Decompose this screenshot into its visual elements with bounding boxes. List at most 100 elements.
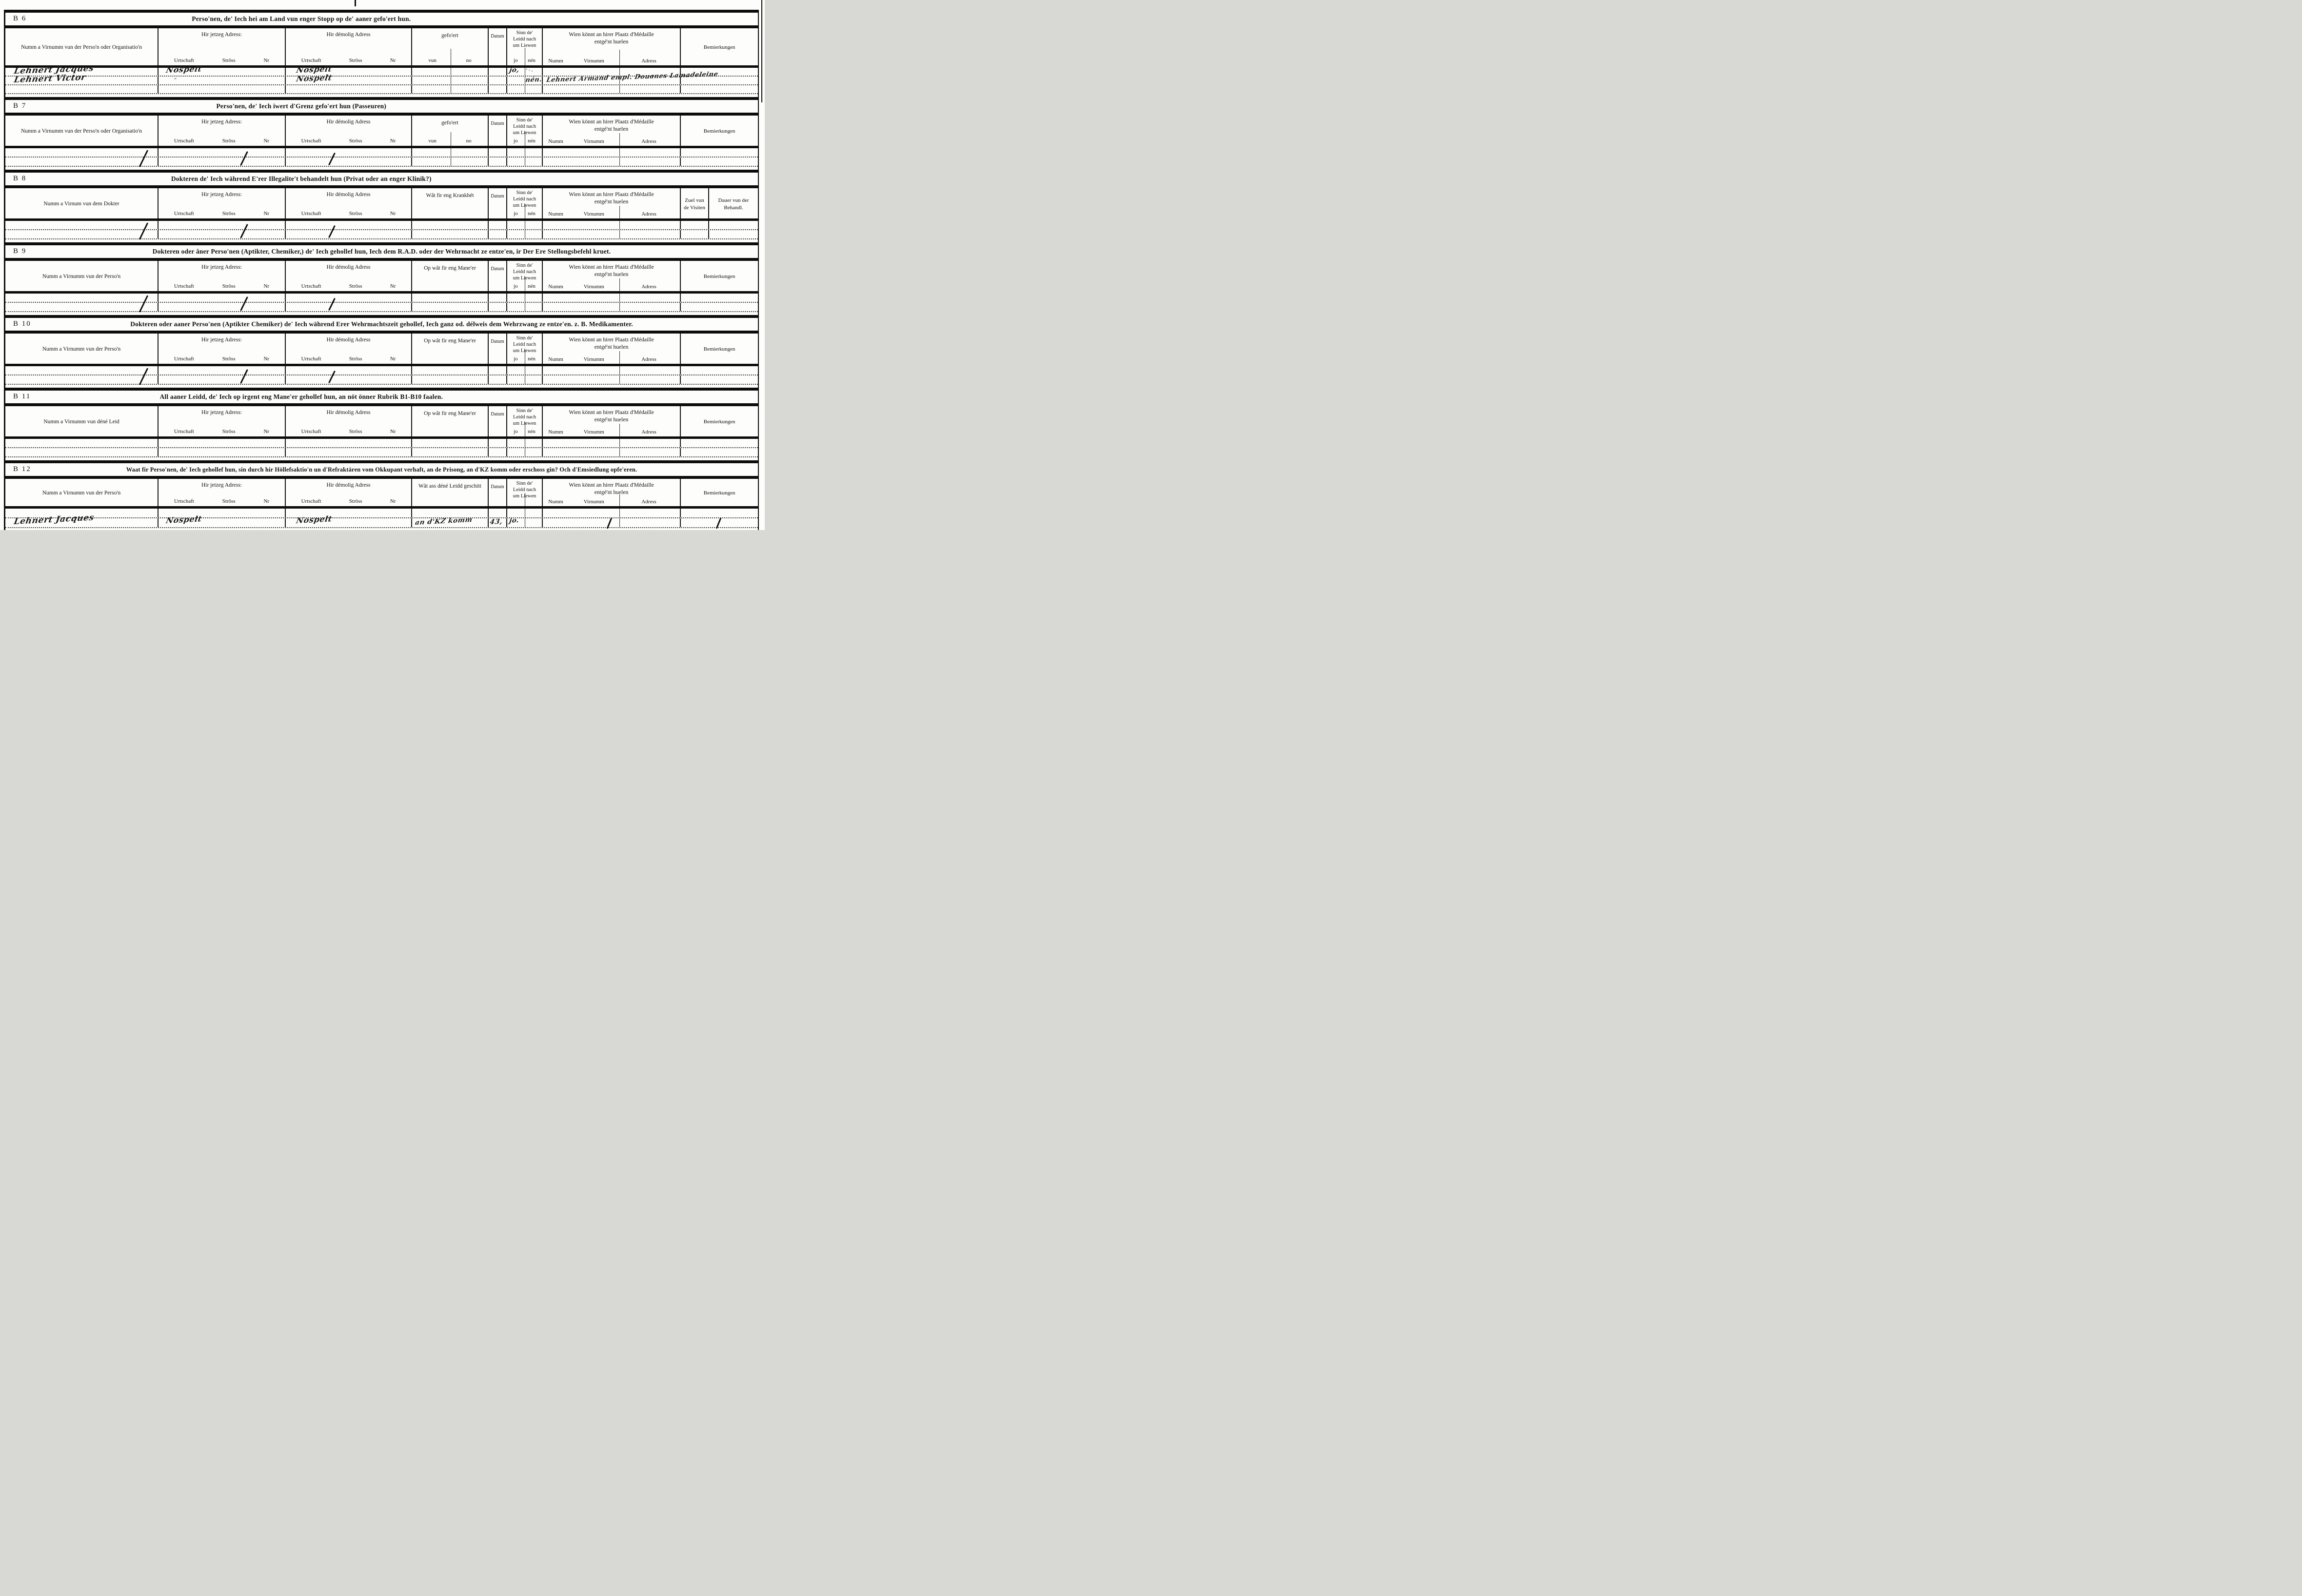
sub-label-jo: jo xyxy=(514,356,518,362)
sub-label-nr: Nr xyxy=(263,356,270,362)
cell xyxy=(489,158,507,166)
col-header-alive: Sinn de' Leidd nach um Liewen jo nén xyxy=(507,116,543,146)
cell xyxy=(412,509,489,517)
alive-label-line: Sinn de' xyxy=(516,30,533,36)
sub-label-stross: Strôss xyxy=(222,498,236,504)
sub-label-virnumm: Virnumm xyxy=(583,429,604,435)
divider-bar xyxy=(5,258,758,261)
address-sub-labels: Urtschaft Strôss Nr xyxy=(287,138,410,144)
handwritten-name: Lehnert Victor xyxy=(13,72,87,85)
cell xyxy=(159,158,286,166)
col-header-remarks: Bemierkungen xyxy=(681,28,758,65)
cell xyxy=(159,439,286,447)
handwritten-scribble: ··· xyxy=(525,66,535,75)
cell xyxy=(286,439,412,447)
col-header-current-address-label: Hir jetzeg Adress: xyxy=(201,119,242,125)
alive-label-line: Leidd nach xyxy=(513,124,536,130)
cell xyxy=(5,366,159,374)
col-header-medal-label: Wien könnt an hirer Plaatz d'Médaille ent… xyxy=(569,482,654,496)
column-headers: Numm a Virnumm vun der Perso'n Hir jetzeg… xyxy=(5,261,758,291)
col-header-name-label: Numm a Virnumm vun déné Leid xyxy=(43,419,119,425)
column-headers: Numm a Virnum vun dem Dokter Hir jetzeg A… xyxy=(5,188,758,218)
sub-label-numm: Numm xyxy=(548,211,563,217)
address-sub-labels: Urtschaft Strôss Nr xyxy=(287,283,410,290)
alive-sub-labels: jo nén xyxy=(509,138,540,144)
col-header-current-address: Hir jetzeg Adress: Urtschaft Strôss Nr xyxy=(159,116,286,146)
section-title-row: B 12 Waat fir Perso'nen, de' Iech geholle… xyxy=(5,463,758,476)
cell xyxy=(507,158,543,166)
cell xyxy=(5,509,159,517)
col-header-current-address: Hir jetzeg Adress: Urtschaft Strôss Nr xyxy=(159,261,286,291)
alive-label-line: Sinn de' xyxy=(516,263,533,268)
cell xyxy=(286,158,412,166)
cell xyxy=(159,221,286,229)
col-header-visit-count-label: Zuel vun de Visiten xyxy=(683,197,706,211)
section-title-row: B 10 Dokteren oder aaner Perso'nen (Aptik… xyxy=(5,318,758,331)
medal-label-line: Wien könnt an hirer Plaatz d'Médaille xyxy=(569,32,654,38)
cell xyxy=(543,68,681,76)
cell xyxy=(5,158,159,166)
cell xyxy=(507,148,543,157)
address-sub-labels: Urtschaft Strôss Nr xyxy=(287,498,410,505)
col-header-medal-recipient: Wien könnt an hirer Plaatz d'Médaille ent… xyxy=(543,28,681,65)
cell xyxy=(5,448,159,456)
alive-sub-labels: jo nén xyxy=(509,429,540,435)
section-label: B 10 xyxy=(13,320,31,328)
medal-label-line: Wien könnt an hirer Plaatz d'Médaille xyxy=(569,410,654,415)
col-header-name-label: Numm a Virnumm vun der Perso'n xyxy=(42,490,121,496)
cell: Lehnert Jacques xyxy=(5,63,159,76)
sub-label-urtschaft: Urtschaft xyxy=(174,429,194,434)
col-header-visit-count: Zuel vun de Visiten xyxy=(681,188,709,218)
sub-label-nen: nén xyxy=(527,138,536,144)
sub-label-nr: Nr xyxy=(390,58,396,63)
column-divider-line xyxy=(619,133,620,146)
sub-label-urtschaft: Urtschaft xyxy=(301,356,321,362)
alive-label-line: Leidd nach xyxy=(513,342,536,348)
col-header-date: Datum xyxy=(489,334,507,364)
column-divider-line xyxy=(619,351,620,364)
cell xyxy=(159,294,286,302)
column-headers: Numm a Virnumm vun der Perso'n Hir jetzeg… xyxy=(5,479,758,506)
cell: Lehnert Jacques xyxy=(5,513,159,527)
handwritten-slash-mark xyxy=(606,517,613,529)
cell xyxy=(286,294,412,302)
section-title: Waat fir Perso'nen, de' Iech gehollef hu… xyxy=(126,466,637,473)
col-header-illness-label: Wât fir eng Krankhét xyxy=(426,193,474,198)
cell xyxy=(412,68,489,76)
cell xyxy=(489,439,507,447)
col-header-remarks-label: Bemierkungen xyxy=(703,128,735,135)
sub-label-urtschaft: Urtschaft xyxy=(301,283,321,289)
sub-label-adress: Adress xyxy=(641,211,656,217)
medal-label-line: entgé'nt huelen xyxy=(594,39,629,45)
column-divider-line xyxy=(619,148,620,157)
sub-label-stross: Strôss xyxy=(222,211,236,217)
col-header-medal-label: Wien könnt an hirer Plaatz d'Médaille ent… xyxy=(569,336,654,351)
alive-label-line: Sinn de' xyxy=(516,118,533,123)
col-header-former-address-label: Hir démolig Adress xyxy=(326,119,371,125)
col-header-name: Numm a Virnumm vun der Perso'n oder Orga… xyxy=(5,116,159,146)
sub-label-nr: Nr xyxy=(263,58,270,63)
sub-label-adress: Adress xyxy=(641,284,656,290)
col-header-medal-recipient: Wien könnt an hirer Plaatz d'Médaille ent… xyxy=(543,479,681,506)
table-row xyxy=(5,303,758,312)
address-sub-labels: Urtschaft Strôss Nr xyxy=(160,138,283,144)
table-row xyxy=(5,294,758,303)
cell xyxy=(681,294,758,302)
divider-bar xyxy=(5,291,758,294)
col-header-manner-label: Op wât fir eng Mane'er xyxy=(424,265,476,271)
handwritten-datum: 43, xyxy=(489,517,503,526)
cell xyxy=(543,230,681,238)
cell: an d'KZ komm xyxy=(412,516,489,527)
cell xyxy=(489,68,507,76)
sub-label-urtschaft: Urtschaft xyxy=(174,58,194,63)
divider-bar xyxy=(5,506,758,509)
section-b9: B 9 Dokteren oder âner Perso'nen (Aptikte… xyxy=(5,242,758,315)
cell xyxy=(412,448,489,456)
alive-label-line: Sinn de' xyxy=(516,408,533,414)
sub-label-jo: jo xyxy=(514,58,518,63)
cell xyxy=(543,148,681,157)
col-header-remarks-label: Bemierkungen xyxy=(703,274,735,280)
sub-label-numm: Numm xyxy=(548,429,563,435)
col-header-medal-recipient: Wien könnt an hirer Plaatz d'Médaille ent… xyxy=(543,406,681,436)
col-header-current-address: Hir jetzeg Adress: Urtschaft Strôss Nr xyxy=(159,479,286,506)
